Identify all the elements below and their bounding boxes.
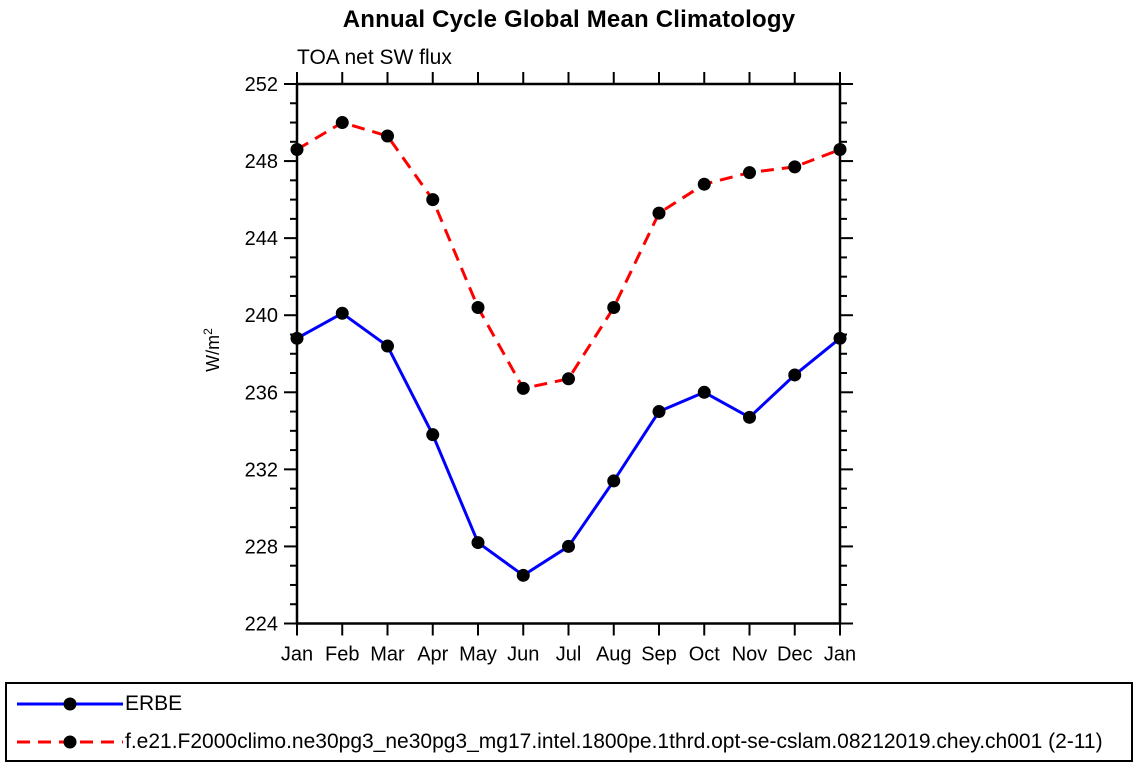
svg-text:Jan: Jan [824,644,856,666]
svg-text:232: 232 [245,459,278,481]
chart-title: Annual Cycle Global Mean Climatology [342,6,796,33]
legend-box: ERBE f.e21.F2000climo.ne30pg3_ne30pg3_mg… [5,682,1133,762]
svg-text:Mar: Mar [370,644,405,666]
chart-subtitle: TOA net SW flux [297,46,452,69]
svg-text:Jul: Jul [556,644,582,666]
svg-text:Feb: Feb [325,644,359,666]
model-run-line-swatch-icon [17,734,123,750]
svg-text:Jan: Jan [281,644,313,666]
erbe-line-swatch-icon [17,696,123,712]
svg-text:Aug: Aug [596,644,632,666]
svg-text:248: 248 [245,151,278,173]
svg-text:Apr: Apr [417,644,448,666]
svg-text:Dec: Dec [777,644,813,666]
svg-text:Jun: Jun [507,644,539,666]
legend-label-model-run: f.e21.F2000climo.ne30pg3_ne30pg3_mg17.in… [125,730,1103,753]
svg-text:240: 240 [245,305,278,327]
legend-item-erbe: ERBE [17,690,182,718]
svg-text:236: 236 [245,382,278,404]
svg-text:Oct: Oct [689,644,721,666]
svg-text:228: 228 [245,536,278,558]
chart-plot-area: 224 228 232 236 240 244 248 252 Jan Feb Mar Apr May J… [245,72,856,666]
svg-text:Sep: Sep [641,644,677,666]
svg-text:224: 224 [245,614,278,636]
svg-text:244: 244 [245,228,278,250]
svg-text:May: May [459,644,497,666]
svg-text:Nov: Nov [732,644,768,666]
legend-label-erbe: ERBE [125,692,183,715]
svg-text:252: 252 [245,74,278,96]
legend-item-model-run: f.e21.F2000climo.ne30pg3_ne30pg3_mg17.in… [17,728,1103,756]
